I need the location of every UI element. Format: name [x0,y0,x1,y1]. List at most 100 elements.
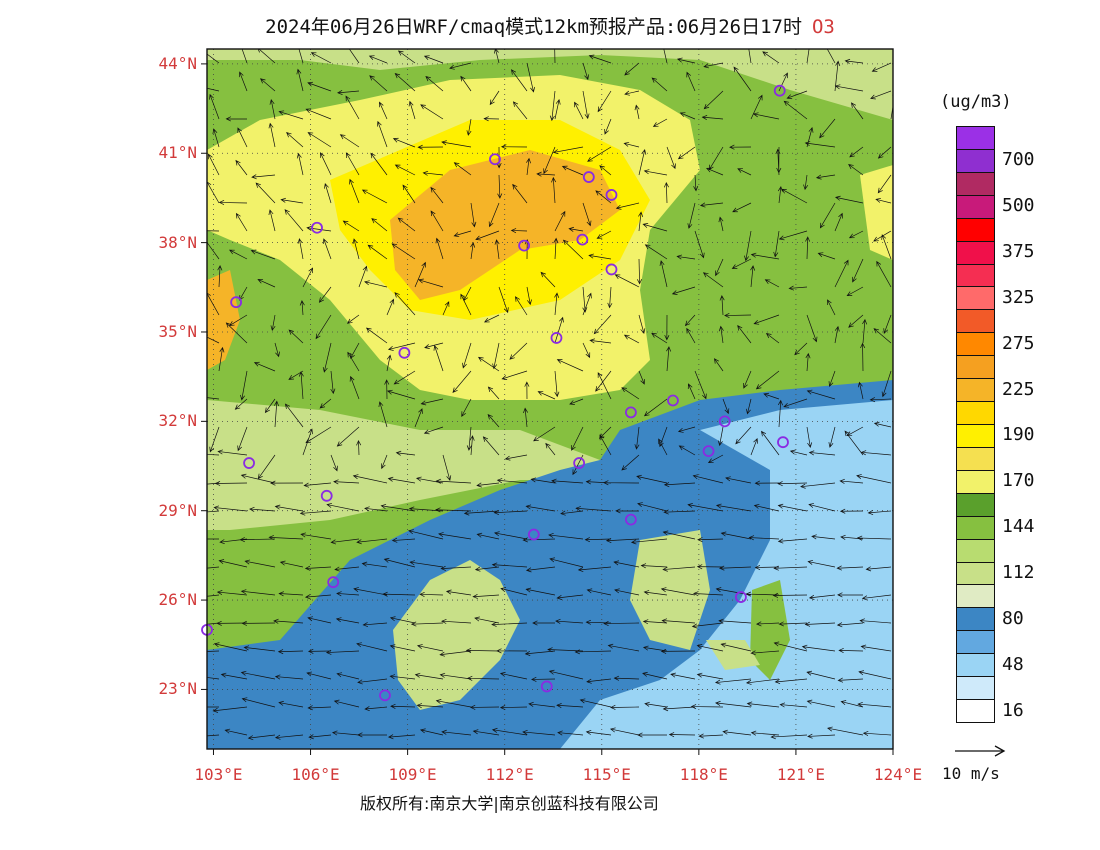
wind-arrow [743,370,752,389]
wind-arrow [510,69,528,92]
wind-arrow [512,101,528,120]
wind-arrow [846,286,864,297]
wind-arrow [861,594,892,601]
wind-arrow [302,267,313,288]
wind-arrow [493,510,528,515]
wind-arrow [775,148,781,176]
wind-arrow [491,621,528,627]
wind-arrow [777,481,808,487]
wind-arrow [834,212,843,232]
wind-arrow [686,71,696,92]
wind-arrow [387,476,416,484]
wind-arrow [487,386,500,400]
wind-arrow [531,676,556,682]
wind-arrow [491,562,528,568]
wind-arrow [387,342,416,351]
wind-arrow [430,186,444,204]
longitude-label: 115°E [582,765,631,784]
station-marker [398,346,411,359]
wind-arrow [676,254,696,260]
station-marker [605,263,618,276]
wind-arrow [777,538,808,544]
wind-arrow [661,618,696,624]
wind-arrow [207,230,220,232]
wind-arrow [284,403,304,428]
wind-arrow [461,398,472,417]
wind-arrow [496,648,528,654]
wind-arrow [543,146,556,175]
wind-arrow [515,296,528,316]
wind-arrow [333,699,360,708]
wind-arrow [614,274,640,288]
wind-arrow [663,509,696,515]
wind-arrow [806,49,810,64]
wind-arrow [320,152,332,176]
wind-arrow [207,53,220,64]
wind-arrow [264,398,276,414]
wind-arrow [392,137,416,148]
wind-arrow [435,699,472,708]
wind-arrow [410,621,444,627]
colorbar-label: 325 [1002,286,1035,308]
wind-arrow [746,701,780,708]
wind-arrow [420,104,444,120]
wind-arrow [750,252,780,260]
wind-arrow [326,502,360,512]
wind-arrow [255,182,276,204]
wind-arrow [299,300,305,316]
wind-arrow [718,618,752,624]
wind-arrow [235,159,248,176]
colorbar-label: 500 [1002,195,1035,217]
longitude-label: 121°E [776,765,825,784]
wind-arrow [270,480,304,486]
wind-arrow [435,478,472,484]
wind-arrow [545,442,556,456]
wind-arrow [586,588,612,596]
wind-arrow [554,49,556,64]
latitude-label: 44°N [158,53,197,73]
wind-arrow [209,426,220,453]
wind-arrow [556,594,584,600]
wind-arrow [582,286,588,313]
wind-arrow [877,174,892,194]
wind-arrow [470,242,476,260]
wind-arrow [440,565,472,571]
wind-arrow [582,90,590,120]
wind-arrow [389,674,416,680]
wind-arrow [599,165,612,176]
wind-arrow [325,649,360,655]
wind-arrow [357,732,388,738]
wind-arrow [453,162,472,176]
wind-arrow [881,234,892,260]
wind-arrow [604,118,612,135]
wind-arrow [804,621,836,627]
wind-arrow [556,359,584,372]
wind-arrow [670,672,696,680]
wind-arrow [837,677,864,683]
wind-arrow [408,529,444,540]
wind-arrow [466,426,472,451]
wind-arrow [439,672,472,680]
field-central-light [207,400,610,530]
wind-arrow [380,454,388,470]
wind-arrow [634,104,640,120]
wind-arrow [378,401,388,428]
wind-arrow [397,217,416,232]
wind-arrow [494,49,500,64]
wind-arrow [356,538,388,545]
wind-arrow [693,174,699,192]
wind-arrow [840,700,864,708]
wind-arrow [364,280,388,288]
wind-arrow [838,647,864,653]
field-north-light [207,49,893,120]
wind-arrow [753,503,780,512]
wind-arrow [331,730,360,736]
wind-arrow [386,298,395,316]
wind-arrow [852,258,864,283]
station-marker [582,171,595,183]
wind-arrow [849,146,864,158]
wind-arrow [801,644,836,652]
wind-arrow [750,265,756,288]
wind-arrow [718,325,724,344]
wind-arrow [848,230,864,239]
